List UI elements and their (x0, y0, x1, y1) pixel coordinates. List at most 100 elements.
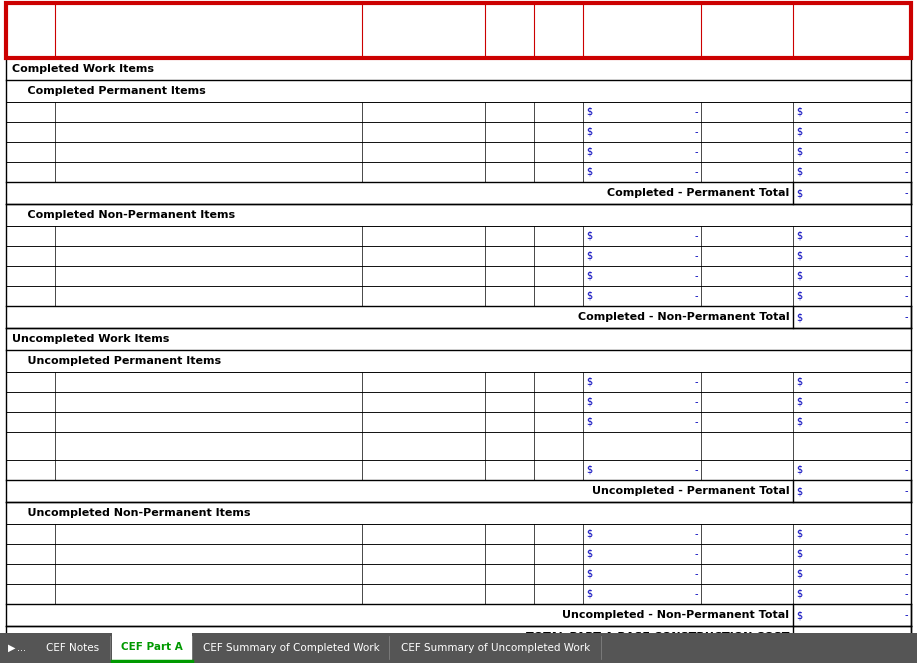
Text: -: - (904, 569, 908, 579)
Text: Unit Price: Unit Price (612, 25, 673, 36)
Text: Completed Permanent Items: Completed Permanent Items (12, 86, 205, 96)
Text: Item Description Title / Component Description: Item Description Title / Component Descr… (61, 25, 356, 36)
Text: CEF Summary of Completed Work: CEF Summary of Completed Work (204, 643, 380, 653)
Text: $: $ (586, 147, 592, 157)
Text: CEF Summary of Uncompleted Work: CEF Summary of Uncompleted Work (402, 643, 591, 653)
Text: -: - (695, 147, 698, 157)
Bar (6, 3, 911, 58)
Text: -: - (695, 569, 698, 579)
Text: $: $ (586, 569, 592, 579)
Text: $: $ (586, 417, 592, 427)
Text: -: - (695, 291, 698, 301)
Text: $: $ (586, 251, 592, 261)
Text: Uncompleted - Non-Permanent Total: Uncompleted - Non-Permanent Total (562, 610, 790, 620)
Text: $: $ (586, 377, 592, 387)
Text: $: $ (586, 465, 592, 475)
Text: $: $ (586, 167, 592, 177)
Text: -: - (904, 486, 908, 496)
Text: $: $ (796, 312, 802, 322)
Text: -: - (695, 377, 698, 387)
Bar (6, 182, 911, 204)
Text: $: $ (796, 549, 802, 559)
Text: Uncompleted Non-Permanent Items: Uncompleted Non-Permanent Items (12, 508, 250, 518)
Bar (6, 392, 911, 412)
Bar (6, 122, 911, 142)
Text: Uncompleted - Permanent Total: Uncompleted - Permanent Total (591, 486, 790, 496)
Bar (6, 412, 911, 432)
Text: $: $ (586, 271, 592, 281)
Text: Completed - Permanent Total: Completed - Permanent Total (607, 188, 790, 198)
Bar (6, 226, 911, 246)
Text: Uncompleted Work Items: Uncompleted Work Items (12, 334, 170, 344)
Text: TOTAL PART A BASE CONSTRUCTION COST: TOTAL PART A BASE CONSTRUCTION COST (525, 632, 790, 642)
Bar (6, 58, 911, 80)
Text: Uncompleted Permanent Items: Uncompleted Permanent Items (12, 356, 221, 366)
Bar (6, 626, 911, 648)
Bar (6, 350, 911, 372)
Bar (6, 328, 911, 350)
Text: $: $ (586, 107, 592, 117)
Text: -: - (695, 271, 698, 281)
Text: $: $ (796, 632, 802, 642)
Text: -: - (695, 549, 698, 559)
Text: CEF Notes: CEF Notes (46, 643, 99, 653)
Text: -: - (695, 231, 698, 241)
Text: $: $ (796, 188, 802, 198)
Text: -: - (904, 377, 908, 387)
Text: $: $ (586, 549, 592, 559)
Text: $: $ (796, 377, 802, 387)
Text: $: $ (796, 127, 802, 137)
Text: -: - (695, 529, 698, 539)
Text: $: $ (796, 417, 802, 427)
Text: -: - (904, 188, 908, 198)
Text: Div. # or
Cost Code: Div. # or Cost Code (392, 20, 455, 41)
Bar (6, 162, 911, 182)
Text: $: $ (796, 167, 802, 177)
Text: $: $ (586, 231, 592, 241)
Text: -: - (904, 529, 908, 539)
Text: -: - (695, 465, 698, 475)
Text: $: $ (796, 486, 802, 496)
Text: Qty: Qty (499, 25, 521, 36)
Text: $: $ (586, 529, 592, 539)
Text: $: $ (796, 147, 802, 157)
Text: -: - (904, 127, 908, 137)
Text: Completed - Non-Permanent Total: Completed - Non-Permanent Total (578, 312, 790, 322)
Text: -: - (904, 107, 908, 117)
Text: -: - (904, 312, 908, 322)
Text: -: - (904, 231, 908, 241)
Text: $: $ (796, 529, 802, 539)
Bar (6, 58, 911, 633)
Text: Item
No.: Item No. (17, 20, 45, 41)
Text: -: - (695, 397, 698, 407)
Text: $: $ (586, 397, 592, 407)
Text: -: - (695, 107, 698, 117)
Text: Completed Non-Permanent Items: Completed Non-Permanent Items (12, 210, 235, 220)
Bar (6, 480, 911, 502)
Text: $: $ (796, 465, 802, 475)
Bar (6, 204, 911, 226)
Text: -: - (695, 417, 698, 427)
Text: $: $ (796, 610, 802, 620)
Bar (6, 524, 911, 544)
Text: -: - (904, 147, 908, 157)
Text: -: - (695, 167, 698, 177)
Text: Total Cost: Total Cost (822, 25, 883, 36)
Text: $: $ (586, 589, 592, 599)
Bar (6, 604, 911, 626)
Text: $: $ (796, 291, 802, 301)
Text: -: - (904, 589, 908, 599)
Text: City Adj
Factor: City Adj Factor (723, 20, 771, 41)
Text: -: - (695, 251, 698, 261)
Text: -: - (904, 632, 908, 642)
Text: $: $ (796, 231, 802, 241)
Text: -: - (904, 397, 908, 407)
Bar (6, 584, 911, 604)
Text: ...: ... (17, 643, 27, 653)
Text: -: - (904, 610, 908, 620)
Text: $: $ (796, 569, 802, 579)
Bar (6, 102, 911, 122)
Bar (6, 306, 911, 328)
Text: -: - (904, 465, 908, 475)
Text: $: $ (796, 397, 802, 407)
